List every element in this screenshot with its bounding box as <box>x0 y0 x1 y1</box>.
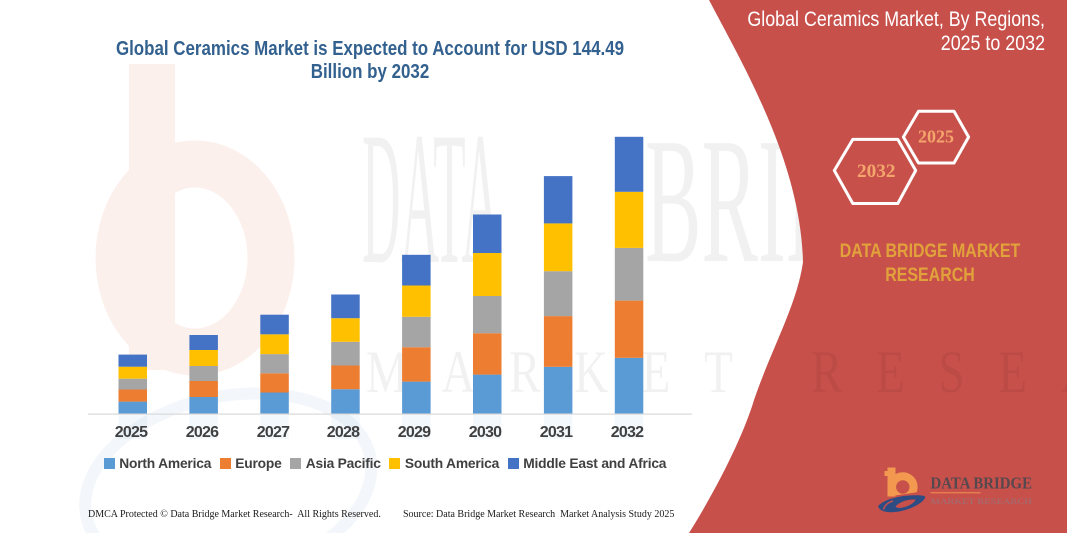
svg-text:MARKET RESEARCH: MARKET RESEARCH <box>366 339 1067 405</box>
svg-text:DATA BRIDGE: DATA BRIDGE <box>931 474 1033 493</box>
svg-text:2025: 2025 <box>918 127 954 147</box>
svg-text:2032: 2032 <box>857 161 896 182</box>
svg-text:MARKET RESEARCH: MARKET RESEARCH <box>931 497 1033 506</box>
